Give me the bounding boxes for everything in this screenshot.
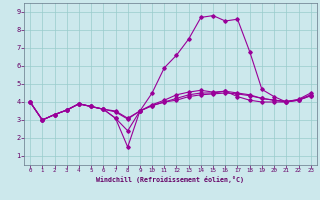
X-axis label: Windchill (Refroidissement éolien,°C): Windchill (Refroidissement éolien,°C) bbox=[96, 176, 244, 183]
